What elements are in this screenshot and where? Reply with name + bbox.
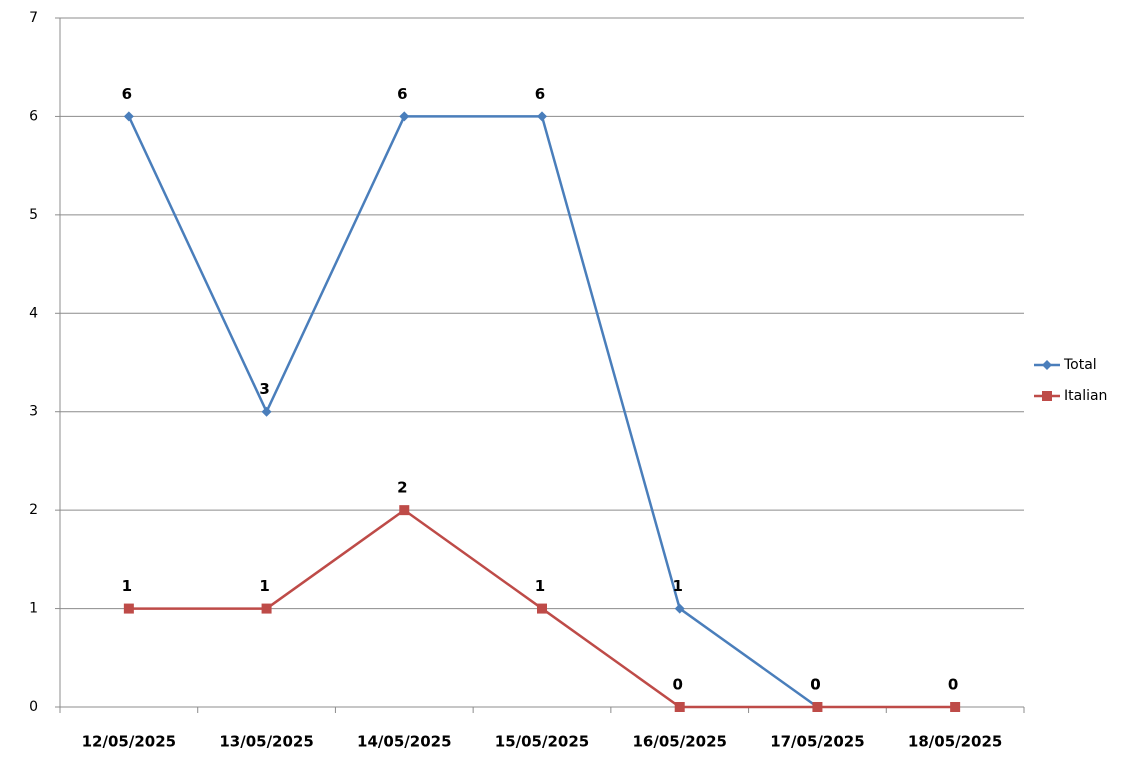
- x-tick-label: 14/05/2025: [357, 733, 451, 751]
- point: [674, 603, 685, 614]
- data-label: 1: [672, 577, 682, 595]
- x-tick-label: 16/05/2025: [632, 733, 726, 751]
- data-label: 1: [259, 577, 269, 595]
- x-tick-label: 15/05/2025: [495, 733, 589, 751]
- legend-marker: [1042, 360, 1052, 370]
- legend-marker: [1042, 391, 1052, 401]
- y-tick-label: 5: [29, 207, 38, 223]
- point: [399, 505, 410, 516]
- x-tick-label: 17/05/2025: [770, 733, 864, 751]
- y-tick-label: 7: [29, 10, 38, 26]
- data-label: 0: [810, 676, 820, 694]
- data-label: 1: [535, 577, 545, 595]
- y-tick-label: 4: [29, 305, 38, 321]
- point: [537, 603, 547, 614]
- data-label: 6: [535, 85, 545, 103]
- data-label: 1: [122, 577, 132, 595]
- data-label: 0: [810, 676, 820, 694]
- data-label: 6: [122, 85, 132, 103]
- y-tick-label: 3: [29, 404, 38, 420]
- point: [812, 702, 823, 712]
- data-label: 2: [397, 479, 407, 497]
- data-label: 3: [259, 380, 269, 398]
- point: [123, 603, 134, 614]
- legend-label: Italian: [1064, 388, 1107, 404]
- point: [537, 111, 547, 122]
- y-tick-label: 2: [29, 502, 38, 518]
- series-line: [127, 115, 819, 709]
- x-tick-label: 18/05/2025: [908, 733, 1002, 751]
- point: [950, 702, 961, 712]
- point: [261, 603, 272, 614]
- x-tick-label: 13/05/2025: [219, 733, 313, 751]
- data-label: 0: [948, 676, 958, 694]
- y-tick-label: 6: [29, 108, 38, 124]
- x-tick-label: 12/05/2025: [82, 733, 176, 751]
- data-label: 0: [672, 676, 682, 694]
- y-tick-label: 0: [29, 699, 38, 715]
- y-tick-label: 1: [29, 601, 38, 617]
- legend-label: Total: [1063, 357, 1097, 373]
- point: [674, 702, 685, 712]
- point: [399, 111, 410, 122]
- data-label: 6: [397, 85, 407, 103]
- point: [123, 111, 134, 122]
- point: [261, 406, 272, 417]
